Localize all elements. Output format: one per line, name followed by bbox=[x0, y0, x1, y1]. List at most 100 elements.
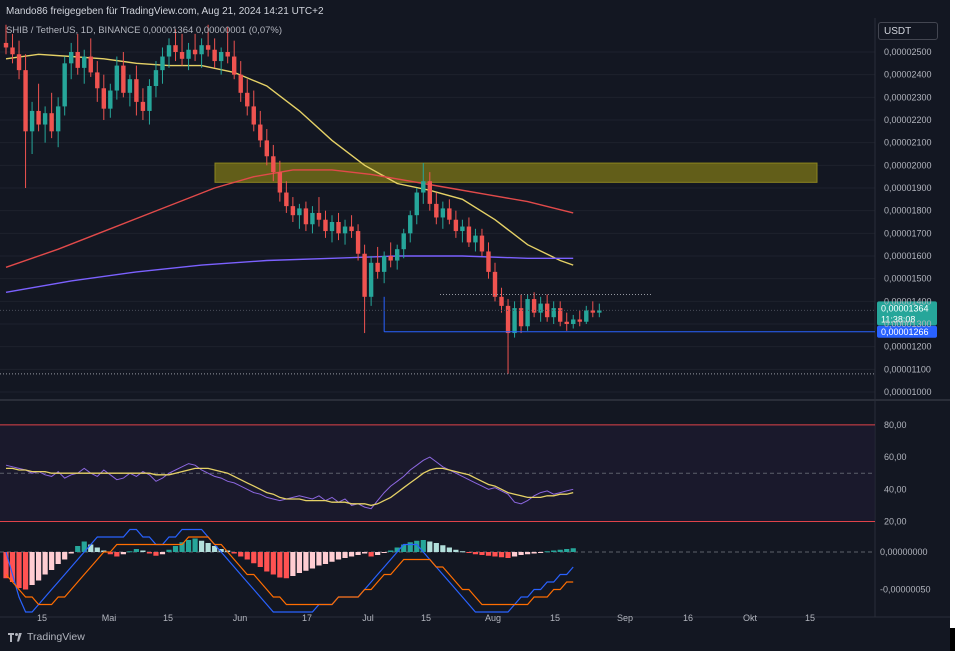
price-tick-label: 0,00001200 bbox=[884, 342, 932, 352]
candle-body bbox=[36, 110, 41, 125]
price-tick-label: 0,00001400 bbox=[884, 296, 932, 306]
macd-histogram-bar bbox=[427, 541, 433, 552]
macd-histogram-bar bbox=[570, 548, 576, 552]
price-tick-label: 0,00001100 bbox=[884, 364, 931, 374]
currency-selector[interactable]: USDT bbox=[878, 22, 938, 40]
macd-tick-label: -0,00000050 bbox=[880, 585, 931, 595]
candle-body bbox=[258, 124, 263, 141]
candle-body bbox=[62, 63, 67, 107]
time-tick-label: 16 bbox=[683, 613, 693, 623]
rsi-tick-label: 80,00 bbox=[884, 420, 907, 430]
last-price-label: 0,00001364 bbox=[881, 303, 929, 313]
macd-histogram-bar bbox=[303, 552, 309, 571]
candle-body bbox=[29, 110, 35, 132]
candle-body bbox=[192, 49, 198, 55]
candle-body bbox=[205, 45, 211, 50]
rsi-tick-label: 60,00 bbox=[884, 452, 907, 462]
candle-body bbox=[10, 47, 15, 55]
macd-histogram-bar bbox=[264, 552, 270, 572]
macd-histogram-bar bbox=[277, 552, 283, 578]
macd-histogram-bar bbox=[218, 549, 224, 552]
time-tick-label: Sep bbox=[617, 613, 633, 623]
time-tick-label: Aug bbox=[485, 613, 501, 623]
publisher-info: Mando86 freigegeben für TradingView.com,… bbox=[6, 6, 324, 17]
grid-layer bbox=[0, 18, 950, 618]
macd-histogram-bar bbox=[420, 540, 426, 552]
macd-line bbox=[5, 528, 574, 613]
candle-body bbox=[264, 140, 269, 157]
candle-body bbox=[427, 181, 432, 204]
symbol-info: SHIB / TetherUS, 1D, BINANCE 0,00001364 … bbox=[6, 25, 283, 36]
candle-body bbox=[88, 56, 93, 73]
macd-histogram-bar bbox=[120, 552, 126, 555]
macd-histogram-bar bbox=[414, 540, 420, 552]
macd-histogram-bar bbox=[166, 549, 172, 552]
candle-body bbox=[232, 56, 237, 75]
candle-body bbox=[355, 231, 361, 254]
candle-body bbox=[466, 226, 472, 243]
resistance-zone bbox=[214, 162, 818, 183]
macd-histogram-bar bbox=[296, 552, 302, 573]
price-tick-label: 0,00002100 bbox=[884, 138, 932, 148]
macd-histogram-bar bbox=[492, 552, 498, 557]
time-tick-label: Mai bbox=[102, 613, 117, 623]
macd-histogram-bar bbox=[498, 552, 505, 558]
candle-body bbox=[505, 305, 511, 334]
macd-histogram-bar bbox=[335, 552, 342, 560]
last-price-tag bbox=[877, 301, 937, 326]
price-tick-label: 0,00001800 bbox=[884, 206, 932, 216]
macd-histogram-bar bbox=[88, 544, 94, 552]
macd-histogram-bar bbox=[538, 552, 544, 553]
candle-body bbox=[531, 299, 537, 313]
time-tick-label: 17 bbox=[302, 613, 312, 623]
tradingview-brand[interactable]: TradingView bbox=[8, 631, 85, 643]
macd-histogram-bar bbox=[342, 552, 348, 558]
candle-body bbox=[82, 56, 87, 68]
candle-body bbox=[114, 65, 120, 91]
candle-body bbox=[55, 106, 61, 132]
macd-histogram-bar bbox=[348, 552, 355, 557]
macd-histogram-bar bbox=[101, 550, 107, 552]
candle-body bbox=[271, 156, 276, 173]
countdown-label: 11:38:08 bbox=[881, 314, 915, 324]
candle-body bbox=[166, 45, 172, 57]
macd-histogram-bar bbox=[316, 552, 322, 566]
macd-histogram-bar bbox=[107, 552, 113, 555]
macd-histogram-bar bbox=[81, 541, 87, 552]
candle-body bbox=[421, 181, 426, 193]
candle-body bbox=[16, 54, 22, 71]
macd-histogram-bar bbox=[322, 552, 329, 564]
macd-histogram-bar bbox=[433, 543, 439, 552]
macd-histogram-bar bbox=[36, 552, 42, 581]
candle-body bbox=[453, 219, 459, 232]
macd-histogram-bar bbox=[368, 552, 374, 557]
macd-histogram-bar bbox=[270, 552, 276, 575]
candle-body bbox=[564, 321, 569, 324]
macd-histogram-bar bbox=[185, 540, 192, 552]
candle-body bbox=[408, 215, 413, 234]
macd-histogram-bar bbox=[257, 552, 263, 567]
macd-histogram-bar bbox=[238, 552, 244, 557]
macd-histogram-bar bbox=[179, 542, 185, 552]
brand-name: TradingView bbox=[27, 631, 85, 643]
candle-body bbox=[577, 319, 582, 322]
time-tick-label: 15 bbox=[550, 613, 560, 623]
candle-body bbox=[277, 172, 283, 193]
candle-body bbox=[544, 303, 550, 318]
support-price-tag bbox=[877, 325, 937, 338]
macd-histogram-bar bbox=[16, 552, 22, 588]
candle-body bbox=[225, 52, 230, 57]
candle-body bbox=[440, 208, 446, 218]
candle-body bbox=[49, 113, 54, 132]
time-tick-label: 15 bbox=[805, 613, 815, 623]
macd-histogram-bar bbox=[466, 552, 472, 553]
candle-body bbox=[297, 208, 302, 216]
candle-body bbox=[597, 310, 602, 313]
candle-body bbox=[551, 308, 556, 318]
macd-histogram-bar bbox=[381, 552, 387, 553]
macd-histogram-bar bbox=[564, 549, 570, 552]
macd-histogram-bar bbox=[127, 551, 133, 553]
candle-body bbox=[212, 49, 217, 62]
